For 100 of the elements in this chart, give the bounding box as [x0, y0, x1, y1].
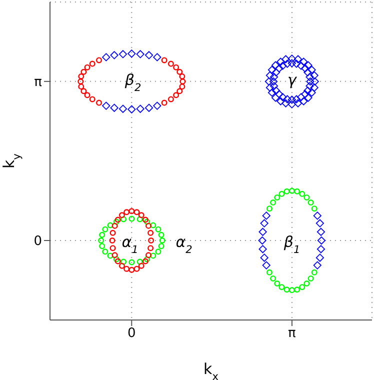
point [272, 61, 280, 70]
annotation: α$_{1}$ [122, 233, 138, 256]
point [310, 77, 319, 86]
point [266, 84, 274, 92]
point [264, 77, 273, 86]
point [284, 286, 290, 293]
point [304, 94, 312, 102]
point [272, 94, 280, 102]
point [98, 238, 104, 244]
point [96, 100, 102, 106]
point [84, 92, 90, 98]
point [268, 88, 276, 97]
point [161, 100, 168, 106]
point [145, 222, 152, 229]
point [266, 269, 272, 276]
point [292, 95, 301, 104]
point [110, 230, 116, 236]
point [173, 64, 180, 70]
point [313, 261, 322, 270]
point [304, 61, 312, 70]
point [308, 88, 316, 97]
point [128, 105, 136, 114]
point [311, 206, 318, 212]
point [128, 208, 135, 214]
point [306, 77, 314, 86]
point [299, 284, 306, 290]
point [173, 92, 180, 98]
point [153, 102, 162, 110]
point [282, 99, 290, 108]
point [78, 73, 84, 80]
point [288, 188, 295, 194]
point [155, 226, 162, 232]
point [150, 252, 156, 259]
point [120, 216, 126, 222]
point [84, 64, 90, 70]
point [99, 232, 106, 238]
point [294, 99, 302, 108]
annotation: β$_{1}$ [282, 233, 300, 256]
point [308, 66, 316, 74]
point [179, 84, 186, 90]
point [260, 254, 268, 262]
point [306, 82, 314, 90]
point [270, 275, 276, 282]
point [159, 238, 166, 244]
annotation: α$_{2}$ [176, 233, 193, 256]
point [158, 232, 164, 238]
point [102, 248, 108, 255]
point [176, 88, 183, 94]
point [272, 68, 280, 76]
point [266, 206, 272, 212]
point [288, 59, 296, 68]
point [180, 78, 186, 84]
point [260, 219, 268, 228]
point [89, 60, 96, 67]
point [270, 72, 278, 81]
point [134, 209, 140, 216]
point [110, 245, 116, 252]
point [145, 252, 152, 258]
point [136, 50, 144, 58]
point [304, 280, 310, 287]
point [316, 228, 326, 236]
point [148, 245, 154, 252]
point [283, 60, 292, 68]
point [118, 212, 125, 218]
point [308, 275, 314, 282]
point [112, 252, 118, 258]
point [317, 236, 326, 245]
point [275, 64, 284, 72]
point [299, 190, 306, 197]
point [134, 266, 140, 272]
point [278, 284, 285, 290]
point [288, 54, 296, 63]
point [292, 60, 301, 68]
point [176, 68, 183, 75]
point [316, 254, 324, 262]
point [270, 82, 278, 90]
point [118, 50, 128, 58]
point [294, 55, 302, 64]
annotation: γ [288, 71, 298, 89]
point [311, 269, 318, 276]
point [118, 104, 128, 113]
point [313, 212, 322, 220]
point [124, 266, 130, 272]
point [258, 228, 267, 236]
point [301, 64, 310, 72]
point [268, 66, 276, 74]
point [316, 219, 324, 228]
point [278, 93, 287, 102]
point [283, 95, 292, 104]
point [144, 51, 154, 60]
point [278, 190, 285, 197]
point [96, 57, 102, 64]
point [266, 71, 274, 80]
point [128, 266, 135, 273]
point [112, 222, 118, 229]
point [118, 262, 125, 269]
point [107, 252, 114, 259]
point [288, 100, 296, 108]
point [308, 200, 314, 206]
point [300, 97, 308, 106]
